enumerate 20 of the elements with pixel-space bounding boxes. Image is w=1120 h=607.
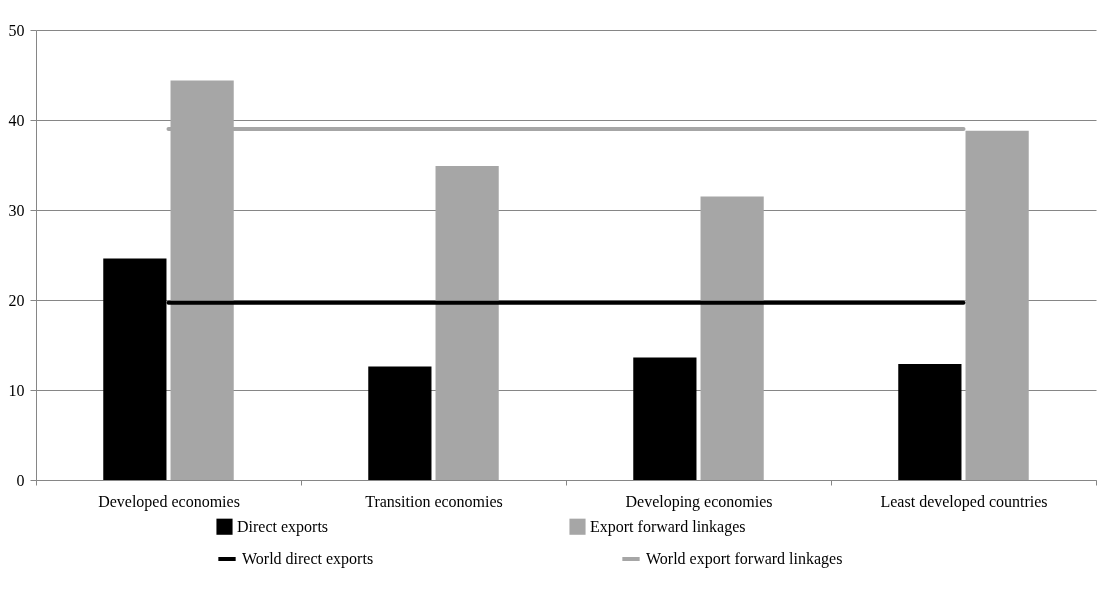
- legend-label: World export forward linkages: [646, 550, 843, 568]
- x-tick-label: Least developed countries: [880, 492, 1048, 511]
- bar: [965, 130, 1029, 480]
- y-tick-label: 40: [8, 111, 25, 129]
- bar: [898, 363, 962, 480]
- x-tick-label: Developed economies: [98, 492, 240, 511]
- bar: [368, 366, 432, 480]
- y-tick-label: 30: [8, 201, 25, 219]
- x-tick-label: Developing economies: [625, 492, 773, 511]
- legend-label: World direct exports: [242, 550, 374, 568]
- bar: [633, 357, 697, 480]
- y-tick-label: 10: [8, 381, 25, 399]
- y-tick-label: 20: [8, 291, 25, 309]
- legend-label: Direct exports: [237, 517, 329, 536]
- bar: [435, 165, 499, 480]
- y-tick-label: 50: [8, 21, 25, 39]
- legend-label: Export forward linkages: [590, 517, 746, 536]
- bar: [700, 196, 764, 480]
- x-tick-label: Transition economies: [365, 492, 503, 510]
- y-tick-label: 0: [16, 471, 25, 489]
